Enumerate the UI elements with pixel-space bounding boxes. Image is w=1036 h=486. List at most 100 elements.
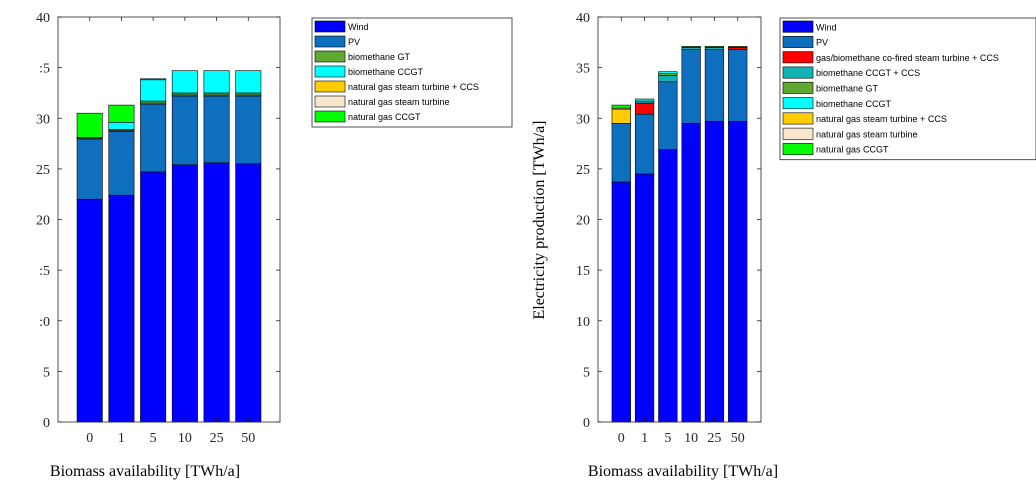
- legend-swatch-wind: [782, 20, 814, 33]
- bar-segment-biomethane-gt-50: [235, 92, 262, 96]
- bar-segment-biomethane-ccgt-ccs-25: [704, 47, 725, 50]
- bar-segment-pv-5: [140, 103, 167, 173]
- y-tick-label: 30: [36, 112, 50, 127]
- legend-entry-wind: Wind: [816, 22, 837, 32]
- x-tick-label: 50: [241, 431, 255, 446]
- legend-swatch-biomethane-ccgt: [782, 97, 814, 110]
- x-tick-label: 25: [210, 431, 224, 446]
- legend-swatch-natural-gas-steam-turbine: [314, 95, 346, 108]
- legend-swatch-wind: [314, 20, 346, 33]
- bar-segment-pv-50: [235, 95, 262, 165]
- bar-segment-wind-1: [108, 194, 135, 423]
- bar-segment-biomethane-gt-50: [728, 46, 748, 48]
- bar-segment-biomethane-gt-5: [658, 73, 678, 77]
- y-tick-label: 0: [583, 416, 590, 431]
- y-tick-label: 35: [576, 62, 590, 77]
- legend-entry-pv: PV: [816, 38, 828, 48]
- axes-box: [597, 16, 762, 423]
- x-tick-label: 1: [641, 431, 648, 446]
- bar-segment-pv-10: [171, 95, 198, 166]
- x-tick-label: 50: [731, 431, 745, 446]
- bar-segment-wind-5: [140, 171, 167, 423]
- bar-segment-biomethane-gt-10: [681, 46, 701, 48]
- legend-entry-natural-gas-steam-turbine: natural gas steam turbine: [816, 129, 918, 139]
- bar-segment-pv-25: [203, 95, 230, 164]
- bar-segment-natural-gas-ccgt-5: [140, 78, 167, 81]
- legend-swatch-natural-gas-steam-turbine-ccs: [782, 112, 814, 125]
- legend-entry-biomethane-ccgt: biomethane CCGT: [816, 99, 892, 109]
- x-tick-label: 1: [118, 431, 125, 446]
- legend-swatch-biomethane-ccgt-ccs: [782, 66, 814, 79]
- x-tick-label: 10: [684, 431, 698, 446]
- legend-entry-gas-biomethane-co-fired-steam-turbine-ccs: gas/biomethane co-fired steam turbine + …: [816, 53, 999, 63]
- x-tick-label: 0: [86, 431, 93, 446]
- bar-segment-biomethane-ccgt-5: [140, 79, 167, 102]
- bar-segment-wind-0: [611, 181, 631, 423]
- legend-swatch-biomethane-ccgt: [314, 65, 346, 78]
- bar-segment-biomethane-ccgt-50: [235, 70, 262, 94]
- legend-swatch-pv: [782, 35, 814, 48]
- legend: Wind PV gas/biomethane co-fired steam turb…: [779, 17, 1036, 161]
- x-tick-label: 25: [707, 431, 721, 446]
- bar-segment-gas-biomethane-co-fired-steam-turbine-ccs-50: [728, 47, 748, 50]
- x-axis-label: Biomass availability [TWh/a]: [50, 463, 240, 480]
- x-tick-label: 10: [178, 431, 192, 446]
- bar-segment-wind-50: [235, 163, 262, 423]
- legend-swatch-biomethane-gt: [782, 81, 814, 94]
- y-tick-label: 15: [576, 264, 590, 279]
- y-tick-label: 30: [576, 112, 590, 127]
- bar-segment-biomethane-gt-5: [140, 100, 167, 104]
- legend-entry-biomethane-ccgt: biomethane CCGT: [348, 67, 424, 77]
- y-tick-label: 5: [43, 365, 50, 380]
- bar-segment-biomethane-gt-25: [704, 46, 725, 48]
- legend-entry-biomethane-ccgt-ccs: biomethane CCGT + CCS: [816, 68, 920, 78]
- legend-entry-wind: Wind: [348, 22, 369, 32]
- x-axis-label: Biomass availability [TWh/a]: [588, 463, 778, 480]
- bar-segment-natural-gas-ccgt-0: [76, 112, 103, 138]
- bar-segment-biomethane-ccgt-10: [171, 70, 198, 94]
- y-tick-label: 20: [36, 214, 50, 229]
- legend-entry-natural-gas-ccgt: natural gas CCGT: [348, 112, 421, 122]
- y-axis-label: Electricity production [TWh/a]: [531, 120, 548, 319]
- bar-segment-wind-25: [203, 162, 230, 423]
- bar-segment-wind-5: [658, 149, 678, 423]
- legend-entry-natural-gas-ccgt: natural gas CCGT: [816, 145, 889, 155]
- y-tick-label: :5: [39, 264, 50, 279]
- bar-segment-pv-0: [76, 139, 103, 200]
- bar-segment-pv-0: [611, 123, 631, 183]
- bar-segment-natural-gas-ccgt-0: [611, 104, 631, 109]
- legend-swatch-natural-gas-steam-turbine-ccs: [314, 80, 346, 93]
- legend-entry-natural-gas-steam-turbine-ccs: natural gas steam turbine + CCS: [348, 82, 479, 92]
- legend-entry-biomethane-gt: biomethane GT: [816, 84, 879, 94]
- bar-segment-wind-50: [728, 120, 748, 423]
- bar-segment-pv-10: [681, 49, 701, 124]
- bar-segment-biomethane-gt-25: [203, 92, 230, 96]
- x-tick-label: 5: [664, 431, 671, 446]
- legend-swatch-gas-biomethane-co-fired-steam-turbine-ccs: [782, 51, 814, 64]
- bar-segment-biomethane-ccgt-1: [108, 122, 135, 130]
- y-tick-label: 0: [43, 416, 50, 431]
- legend-swatch-natural-gas-ccgt: [782, 143, 814, 155]
- bar-segment-gas-biomethane-co-fired-steam-turbine-ccs-1: [634, 102, 655, 115]
- legend-entry-natural-gas-steam-turbine-ccs: natural gas steam turbine + CCS: [816, 114, 947, 124]
- legend-box: [779, 17, 1036, 161]
- legend-swatch-biomethane-gt: [314, 50, 346, 63]
- axes-box: [57, 16, 281, 423]
- legend-swatch-natural-gas-steam-turbine: [782, 127, 814, 140]
- y-tick-label: :5: [39, 62, 50, 77]
- bar-segment-wind-25: [704, 120, 725, 423]
- bar-segment-pv-1: [634, 113, 655, 175]
- x-tick-label: 0: [618, 431, 625, 446]
- y-tick-label: 40: [36, 11, 50, 26]
- y-tick-label: 25: [576, 163, 590, 178]
- legend-swatch-natural-gas-ccgt: [314, 110, 346, 123]
- y-tick-label: 5: [583, 365, 590, 380]
- bar-segment-biomethane-ccgt-1: [634, 98, 655, 102]
- bar-segment-biomethane-ccgt-5: [658, 71, 678, 74]
- bar-segment-biomethane-ccgt-ccs-1: [634, 100, 655, 104]
- bar-segment-biomethane-ccgt-25: [203, 70, 230, 94]
- bar-segment-pv-50: [728, 49, 748, 122]
- legend: Wind PV biomethane GT biomethane CCGT natura…: [311, 17, 513, 128]
